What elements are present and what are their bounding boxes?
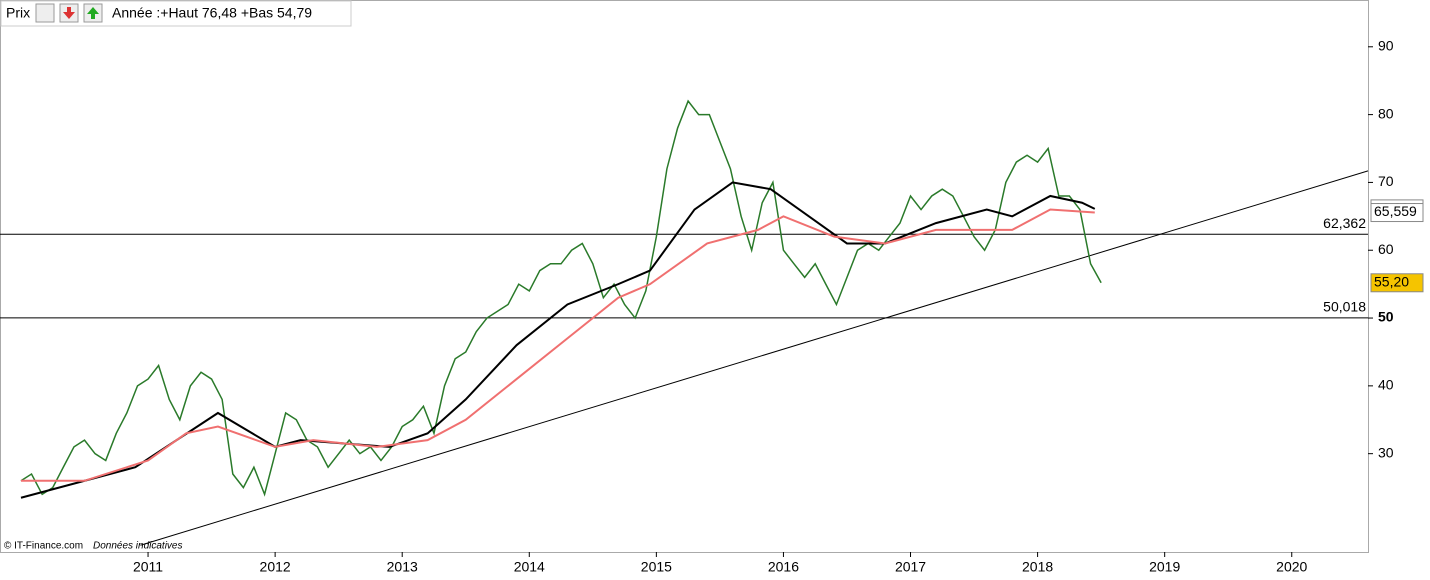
y-tick-label: 90 xyxy=(1378,37,1394,53)
x-tick-label: 2013 xyxy=(387,559,418,575)
trend-line xyxy=(140,170,1369,546)
tool-icon[interactable] xyxy=(35,3,55,23)
x-tick-label: 2012 xyxy=(260,559,291,575)
y-tick-label: 50 xyxy=(1378,309,1394,325)
x-tick-label: 2014 xyxy=(514,559,545,575)
x-tick-label: 2017 xyxy=(895,559,926,575)
price-line xyxy=(20,99,1102,497)
footer-source: © IT-Finance.com xyxy=(4,541,83,552)
x-tick-label: 2020 xyxy=(1276,559,1307,575)
y-tick-label: 70 xyxy=(1378,173,1394,189)
footer-note: Données indicatives xyxy=(93,541,183,552)
horizontal-line-label: 50,018 xyxy=(1323,299,1366,315)
x-tick-label: 2015 xyxy=(641,559,672,575)
value-marker-label: 65,559 xyxy=(1374,203,1417,219)
y-tick-label: 80 xyxy=(1378,105,1394,121)
value-marker xyxy=(1370,203,1424,223)
header-info: Année :+Haut 76,48 +Bas 54,79 xyxy=(112,5,312,21)
plot-frame xyxy=(0,0,1369,553)
x-tick-label: 2018 xyxy=(1022,559,1053,575)
y-tick-label: 60 xyxy=(1378,241,1394,257)
y-tick-label: 40 xyxy=(1378,377,1394,393)
price-line xyxy=(20,181,1096,499)
horizontal-line-label: 62,362 xyxy=(1323,215,1366,231)
value-marker xyxy=(1370,273,1424,293)
y-tick-label: 30 xyxy=(1378,444,1394,460)
value-marker-label: 55,20 xyxy=(1374,273,1409,289)
x-tick-label: 2011 xyxy=(133,559,163,575)
up-arrow xyxy=(87,7,99,19)
x-tick-label: 2019 xyxy=(1149,559,1180,575)
header-title: Prix xyxy=(6,5,30,21)
header-box xyxy=(0,0,352,27)
down-arrow xyxy=(63,7,75,19)
x-tick-label: 2016 xyxy=(768,559,799,575)
price-line xyxy=(20,208,1095,482)
